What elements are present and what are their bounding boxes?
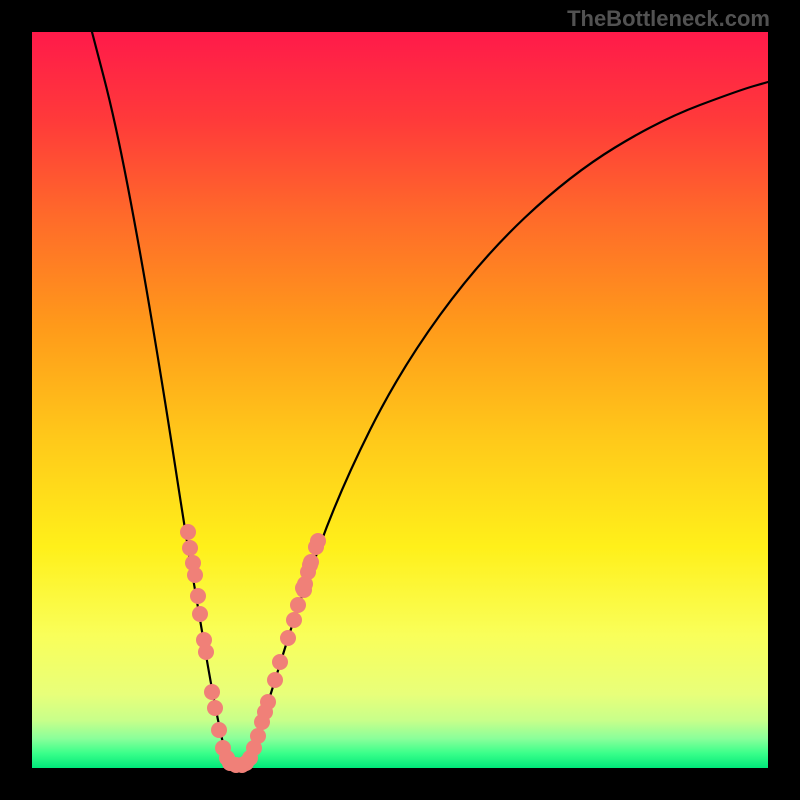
data-marker xyxy=(211,722,227,738)
data-marker xyxy=(192,606,208,622)
data-marker xyxy=(204,684,220,700)
curve-right xyxy=(248,82,768,762)
data-marker xyxy=(260,694,276,710)
data-marker xyxy=(272,654,288,670)
data-marker xyxy=(198,644,214,660)
data-marker xyxy=(280,630,296,646)
watermark-text: TheBottleneck.com xyxy=(567,6,770,32)
data-marker xyxy=(187,567,203,583)
data-marker xyxy=(290,597,306,613)
data-marker xyxy=(303,554,319,570)
data-marker xyxy=(267,672,283,688)
data-marker xyxy=(297,576,313,592)
chart-container: TheBottleneck.com xyxy=(0,0,800,800)
data-marker xyxy=(250,728,266,744)
data-marker xyxy=(286,612,302,628)
data-marker xyxy=(182,540,198,556)
data-marker xyxy=(310,533,326,549)
data-marker xyxy=(180,524,196,540)
data-marker xyxy=(207,700,223,716)
data-marker xyxy=(190,588,206,604)
curve-layer xyxy=(0,0,800,800)
